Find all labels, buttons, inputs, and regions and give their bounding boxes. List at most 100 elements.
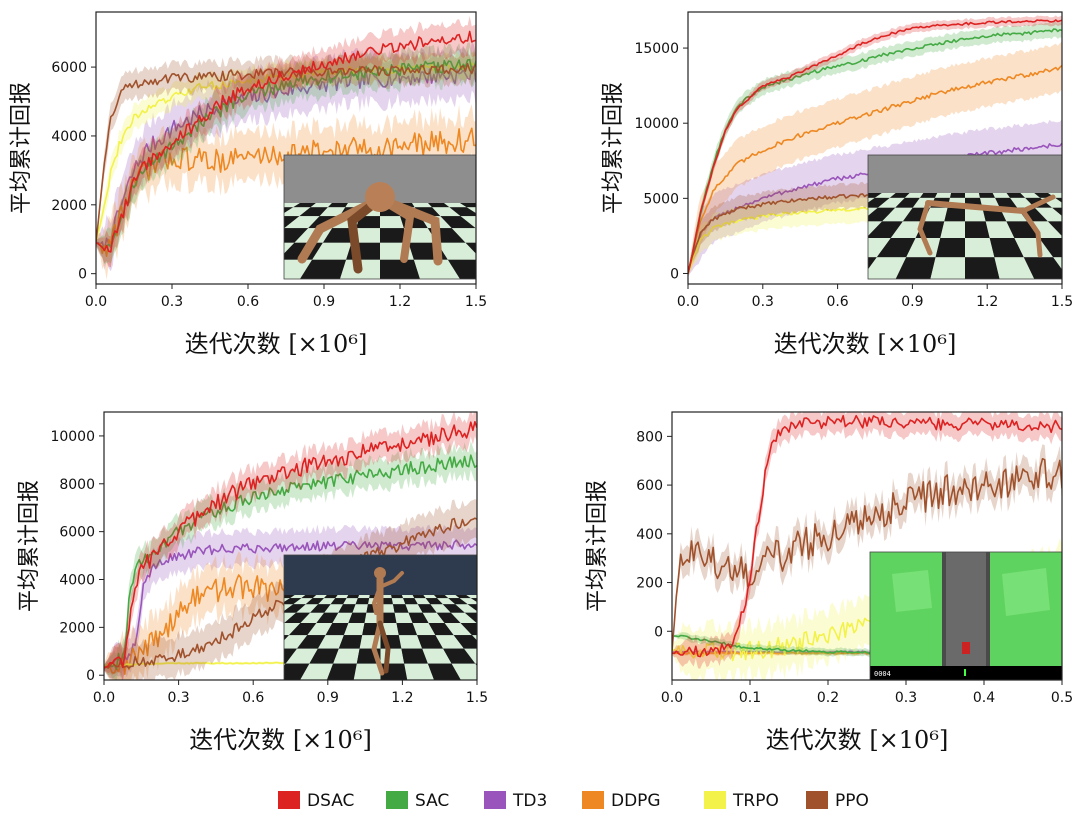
x-tick-label: 0.9 [313, 294, 335, 310]
x-axis-label: 迭代次数 [×10⁶] [189, 726, 372, 754]
y-tick-label: 0 [670, 266, 679, 282]
x-tick-label: 0.0 [661, 690, 683, 706]
legend-item-dsac: DSAC [278, 791, 354, 811]
legend-item-ddpg: DDPG [582, 791, 661, 811]
x-tick-label: 0.5 [1051, 690, 1073, 706]
x-tick-label: 1.5 [1051, 294, 1073, 310]
x-tick-label: 0.4 [973, 690, 995, 706]
legend-swatch [704, 791, 726, 809]
legend-label: DDPG [611, 791, 661, 811]
y-tick-label: 4000 [59, 573, 95, 589]
y-tick-label: 0 [86, 668, 95, 684]
band-trpo [688, 193, 888, 276]
series-sac [104, 454, 477, 671]
legend-item-trpo: TRPO [704, 791, 779, 811]
series-td3 [96, 65, 476, 252]
legend-swatch [806, 791, 828, 809]
x-tick-label: 0.6 [237, 294, 259, 310]
band-dsac [688, 15, 1062, 275]
band-ppo [96, 49, 476, 245]
ant-robot-icon [283, 154, 477, 280]
x-tick-label: 0.0 [93, 690, 115, 706]
x-axis-label: 迭代次数 [×10⁶] [774, 330, 957, 358]
series-trpo [688, 206, 888, 274]
legend-item-td3: TD3 [484, 791, 547, 811]
x-axis-label: 迭代次数 [×10⁶] [185, 330, 368, 358]
legend: DSAC SAC TD3 DDPG TRPO PPO [278, 791, 869, 811]
y-tick-label: 200 [636, 576, 663, 592]
half-cheetah-robot-icon [867, 154, 1063, 280]
chart-panel-4: 0004 0.0 0.1 0.2 0.3 0.4 0.5 0 200 400 600 800 迭代次数 … [585, 411, 1073, 754]
band-td3 [104, 523, 477, 680]
legend-item-ppo: PPO [806, 791, 869, 811]
y-tick-label: 0 [654, 624, 663, 640]
x-tick-label: 1.5 [466, 690, 488, 706]
band-ddpg [104, 551, 291, 680]
series-dsac [96, 30, 476, 253]
legend-label: SAC [415, 791, 449, 811]
band-ppo [672, 444, 1062, 653]
band-ppo [688, 181, 888, 276]
x-axis-label: 迭代次数 [×10⁶] [766, 726, 949, 754]
x-tick-label: 1.2 [976, 294, 998, 310]
band-dsac [672, 412, 1062, 669]
series-ppo [672, 458, 1062, 651]
legend-label: DSAC [307, 791, 354, 811]
y-tick-label: 2000 [59, 620, 95, 636]
legend-label: PPO [835, 791, 869, 811]
legend-swatch [386, 791, 408, 809]
hud-score: 0004 [874, 670, 891, 678]
legend-item-sac: SAC [386, 791, 449, 811]
y-tick-label: 10000 [634, 116, 679, 132]
legend-swatch [582, 791, 604, 809]
humanoid-robot-icon [283, 554, 478, 681]
y-tick-label: 800 [636, 429, 663, 445]
series-dsac [672, 414, 1062, 658]
y-tick-label: 400 [636, 527, 663, 543]
y-tick-label: 600 [636, 478, 663, 494]
band-sac [688, 21, 1062, 275]
y-tick-label: 2000 [51, 198, 87, 214]
y-tick-label: 4000 [51, 129, 87, 145]
y-axis-label: 平均累计回报 [601, 82, 626, 214]
series-td3 [104, 539, 477, 669]
plot-frame [687, 11, 1063, 285]
band-ddpg [688, 41, 1062, 278]
plot-frame [95, 11, 477, 285]
band-ddpg [96, 104, 476, 280]
series-ddpg [688, 64, 1062, 274]
x-tick-label: 0.3 [161, 294, 183, 310]
x-tick-label: 0.6 [826, 294, 848, 310]
x-tick-label: 0.3 [167, 690, 189, 706]
band-trpo [96, 50, 476, 245]
x-tick-label: 0.0 [85, 294, 107, 310]
chart-panel-3: 0.0 0.3 0.6 0.9 1.2 1.5 0 2000 4000 6000 8000 10000… [17, 411, 488, 754]
x-tick-label: 0.1 [739, 690, 761, 706]
y-axis-label: 平均累计回报 [9, 82, 34, 214]
y-axis-label: 平均累计回报 [17, 480, 42, 612]
series-sac [96, 58, 476, 251]
series-ppo [688, 193, 889, 274]
y-tick-label: 6000 [51, 60, 87, 76]
y-tick-label: 5000 [643, 191, 679, 207]
x-tick-label: 0.0 [677, 294, 699, 310]
y-tick-label: 8000 [59, 477, 95, 493]
x-tick-label: 1.2 [391, 690, 413, 706]
x-tick-label: 0.9 [317, 690, 339, 706]
x-tick-label: 1.2 [389, 294, 411, 310]
chart-panel-1: 0.0 0.3 0.6 0.9 1.2 1.5 0 2000 4000 6000 迭代次数 [×10… [9, 11, 487, 358]
series-dsac [688, 19, 1062, 274]
chart-panel-2: 0.0 0.3 0.6 0.9 1.2 1.5 0 5000 10000 15000 迭代次数 [×… [601, 11, 1073, 358]
legend-swatch [484, 791, 506, 809]
series-ddpg [104, 574, 291, 675]
legend-swatch [278, 791, 300, 809]
series-trpo [104, 661, 291, 667]
x-tick-label: 0.6 [242, 690, 264, 706]
car-racing-icon: 0004 [869, 551, 1063, 681]
y-tick-label: 0 [78, 267, 87, 283]
plot-frame [671, 411, 1063, 681]
legend-label: TRPO [732, 791, 779, 811]
x-tick-label: 0.3 [895, 690, 917, 706]
y-tick-label: 10000 [50, 429, 95, 445]
band-sac [104, 440, 477, 680]
